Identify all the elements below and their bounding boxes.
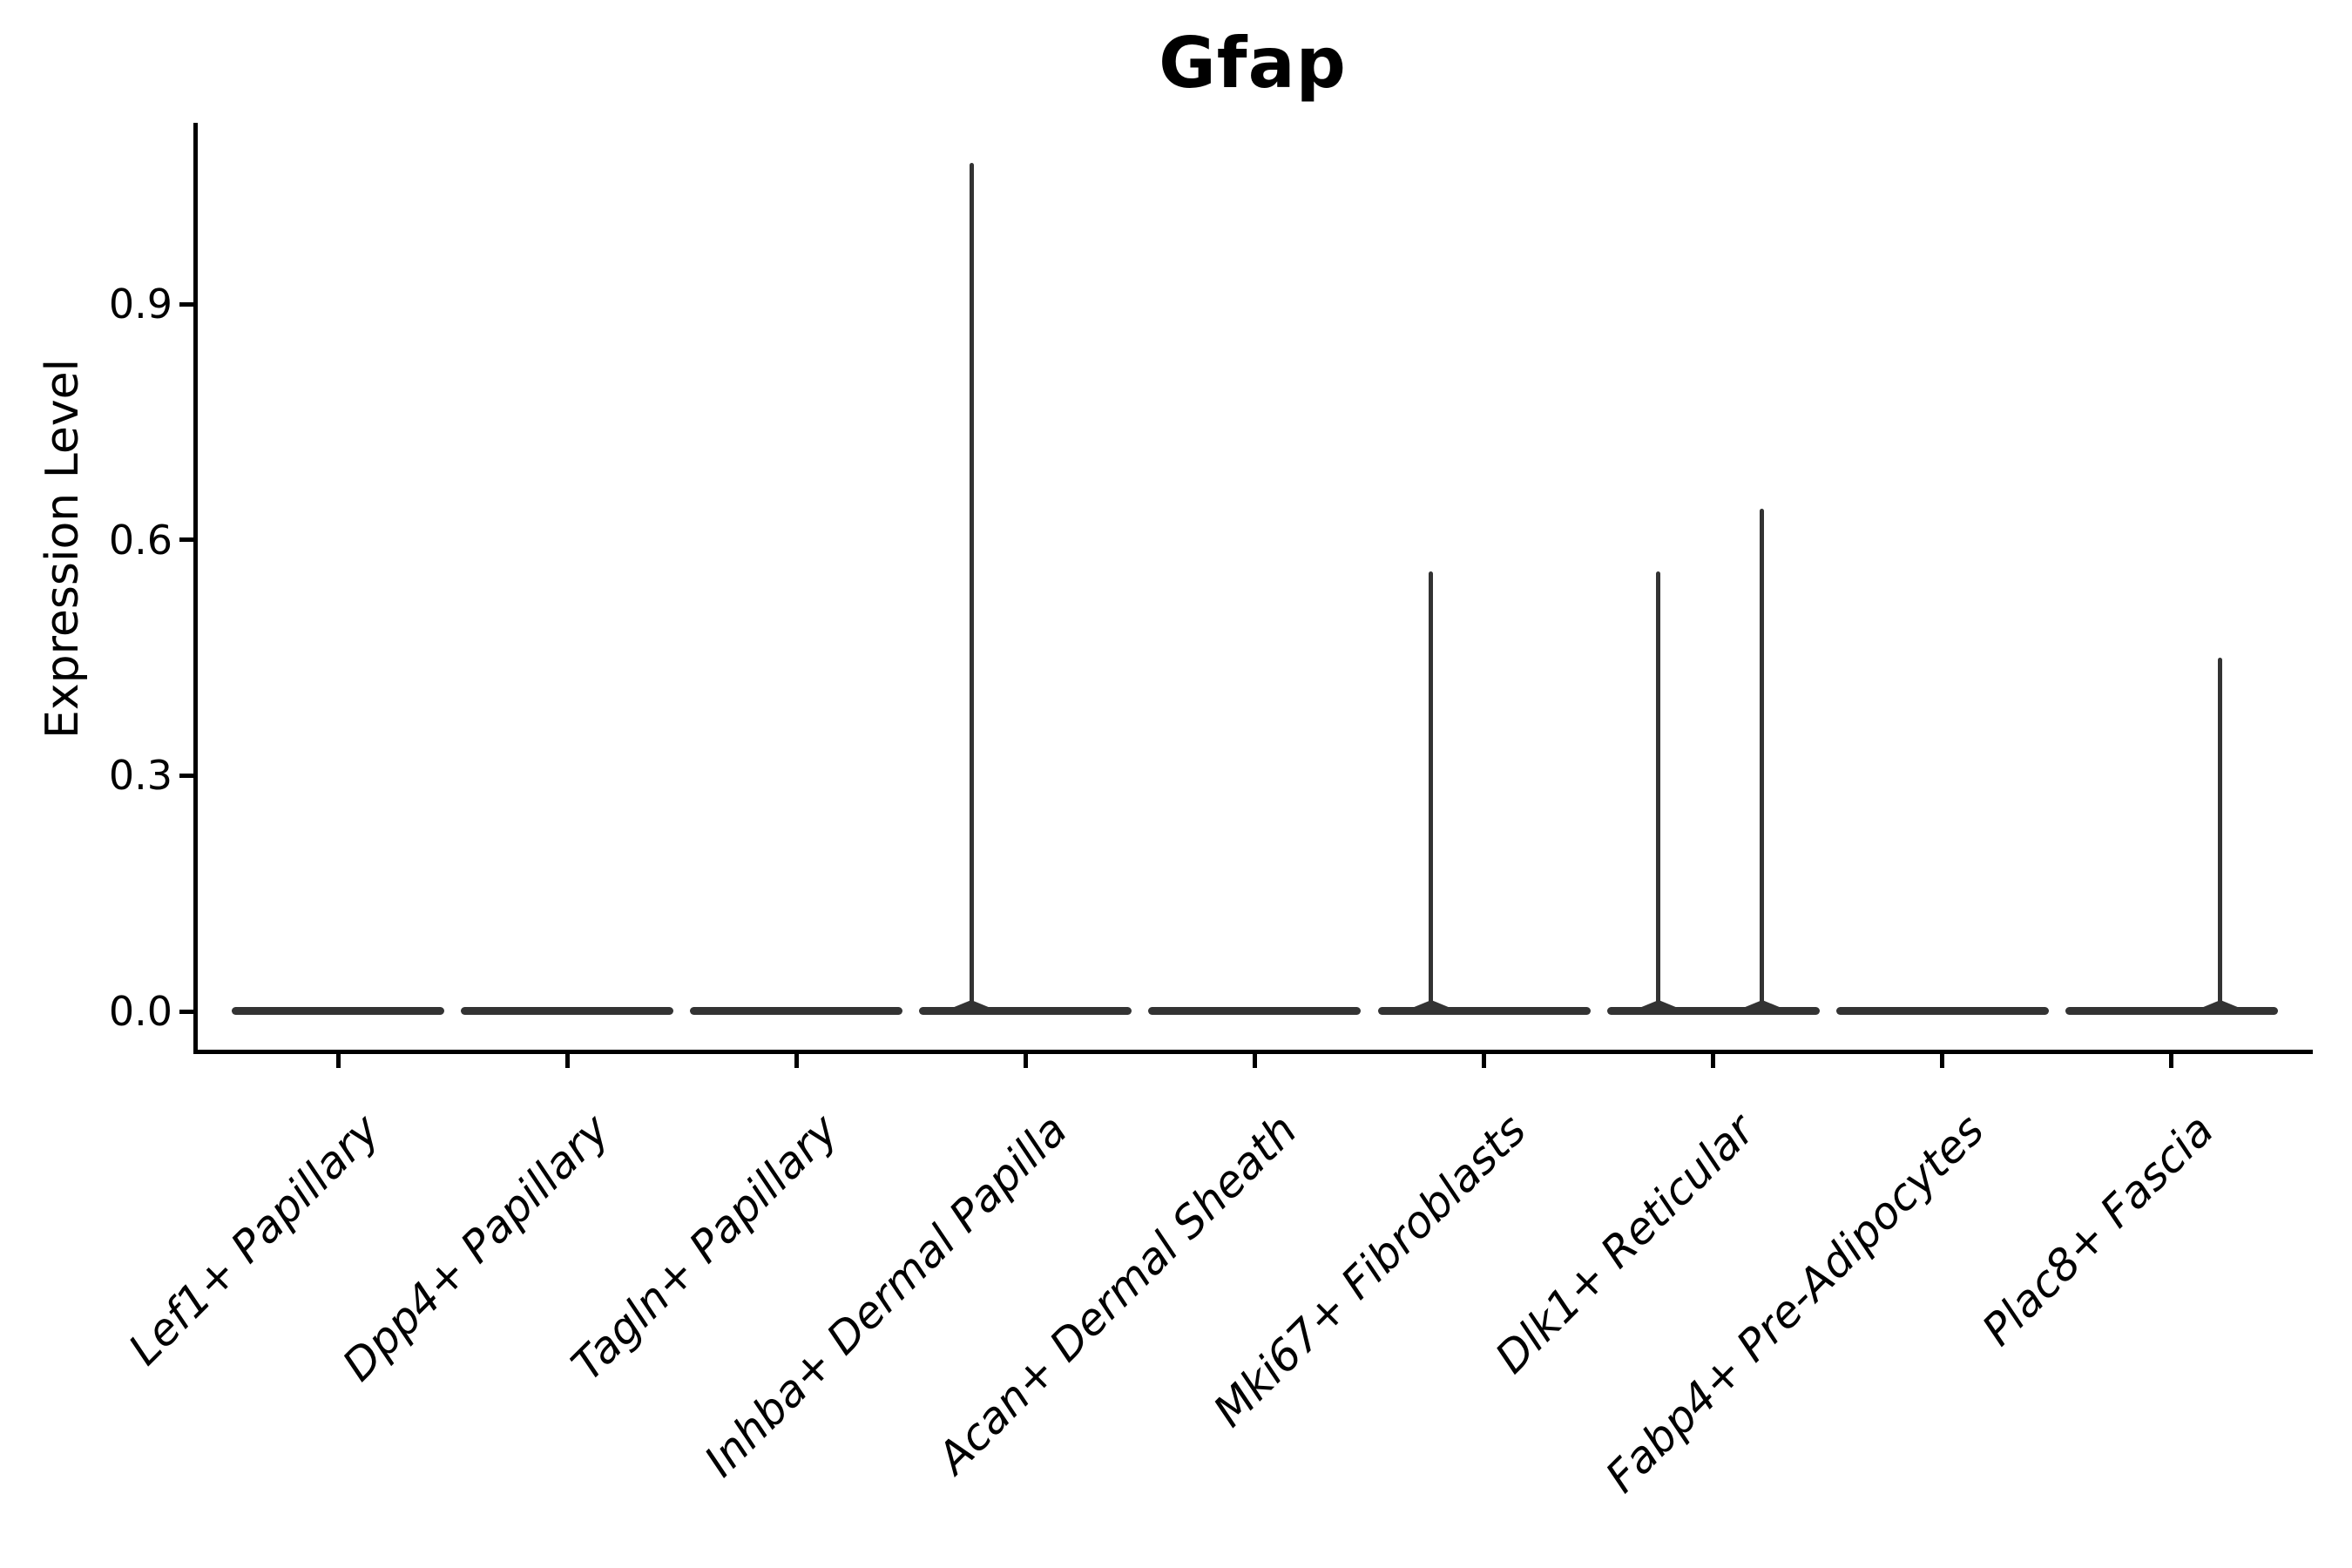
x-tick-mark <box>335 1054 341 1068</box>
y-tick-label: 0.6 <box>108 516 172 564</box>
y-tick-mark <box>179 537 193 543</box>
violin-spike <box>2218 658 2223 1014</box>
x-tick-mark <box>564 1054 570 1068</box>
x-tick-mark <box>794 1054 799 1068</box>
y-tick-label: 0.3 <box>108 752 172 800</box>
plot-area <box>193 123 2313 1054</box>
violin-base <box>1606 1007 1820 1015</box>
violin-spike-flare <box>952 1000 991 1008</box>
chart-title: Gfap <box>1159 23 1347 104</box>
violin-spike <box>1656 571 1661 1014</box>
x-tick-mark <box>2169 1054 2174 1068</box>
violin-spike-flare <box>1411 1000 1450 1008</box>
violin-spike-flare <box>2200 1000 2240 1008</box>
violin-base <box>919 1007 1132 1015</box>
violin-base <box>232 1007 444 1015</box>
y-tick-label: 0.9 <box>108 280 172 328</box>
violin-base <box>1835 1007 2049 1015</box>
violin-base <box>2065 1007 2278 1015</box>
violin-spike-flare <box>1742 1000 1781 1008</box>
x-axis-category-label: Inhba+ Dermal Papilla <box>694 1105 1078 1487</box>
y-tick-label: 0.0 <box>108 988 172 1035</box>
violin-base <box>461 1007 674 1015</box>
violin-base <box>1148 1007 1362 1015</box>
y-tick-mark <box>179 301 193 307</box>
x-tick-mark <box>1252 1054 1257 1068</box>
x-tick-mark <box>1711 1054 1716 1068</box>
y-tick-mark <box>179 1009 193 1014</box>
x-tick-mark <box>1482 1054 1486 1068</box>
violin-base <box>690 1007 903 1015</box>
x-axis-category-label: Lef1+ Papillary <box>118 1105 390 1375</box>
violin-base <box>1377 1007 1591 1015</box>
x-tick-mark <box>1940 1054 1945 1068</box>
x-axis-category-label: Plac8+ Fascia <box>1971 1105 2223 1355</box>
x-axis-category-label: Fabp4+ Pre-Adipocytes <box>1596 1105 1994 1503</box>
violin-spike-flare <box>1639 1000 1678 1008</box>
violin-spike <box>1760 508 1765 1014</box>
y-tick-mark <box>179 773 193 778</box>
violin-spike <box>969 162 974 1014</box>
violin-spike <box>1429 571 1433 1014</box>
x-tick-mark <box>1023 1054 1028 1068</box>
